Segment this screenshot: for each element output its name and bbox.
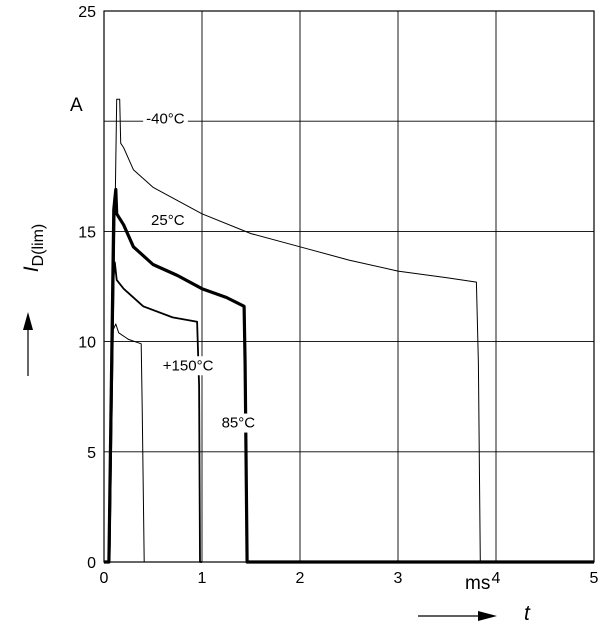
y-tick-label: 15 (78, 224, 96, 241)
x-tick-label: 5 (590, 570, 599, 587)
x-tick-label: 4 (492, 570, 501, 587)
y-axis-arrow (23, 312, 33, 376)
x-tick-label: 2 (296, 570, 305, 587)
series-line-150C (104, 323, 149, 563)
series-label-text: +150°C (163, 357, 214, 374)
x-tick-label: 1 (198, 570, 207, 587)
x-tick-label: 3 (394, 570, 403, 587)
y-axis-label: ID(lim) (20, 224, 47, 273)
series-label: 25°C (148, 210, 188, 230)
plot-frame (103, 10, 595, 563)
series-label: 85°C (218, 413, 259, 433)
x-axis-unit: ms (465, 573, 490, 594)
series-line-40C (104, 98, 594, 563)
x-axis-label: t (524, 602, 531, 625)
series-label-text: -40°C (146, 110, 185, 127)
series-layer (104, 98, 594, 564)
series-label-bg (148, 210, 188, 230)
series-label: -40°C (143, 109, 188, 129)
x-axis-arrow (418, 611, 497, 621)
series-line-85C (104, 261, 202, 563)
series-annotations: -40°C 25°C +150°C 85°C (143, 109, 259, 433)
y-tick-label: 25 (78, 4, 96, 21)
y-tick-label: 10 (78, 335, 96, 352)
series-label-bg (159, 356, 217, 376)
y-tick-label: 0 (87, 555, 96, 572)
y-tick-label: 5 (87, 445, 96, 462)
series-line-25C (104, 187, 594, 564)
series-label-bg (143, 109, 188, 129)
tick-labels: 0 1 2 3 4 5 0 5 10 15 25 (78, 4, 598, 587)
series-label-text: 85°C (222, 415, 256, 432)
series-label-bg (218, 413, 259, 433)
svg-text:ID(lim): ID(lim) (20, 224, 47, 273)
y-axis-subscript: D(lim) (30, 224, 47, 267)
x-tick-label: 0 (100, 570, 109, 587)
series-label-text: 25°C (151, 212, 185, 229)
y-axis-symbol: I (20, 266, 43, 272)
series-label: +150°C (159, 356, 217, 376)
y-axis-unit: A (70, 95, 83, 116)
grid (104, 11, 594, 562)
